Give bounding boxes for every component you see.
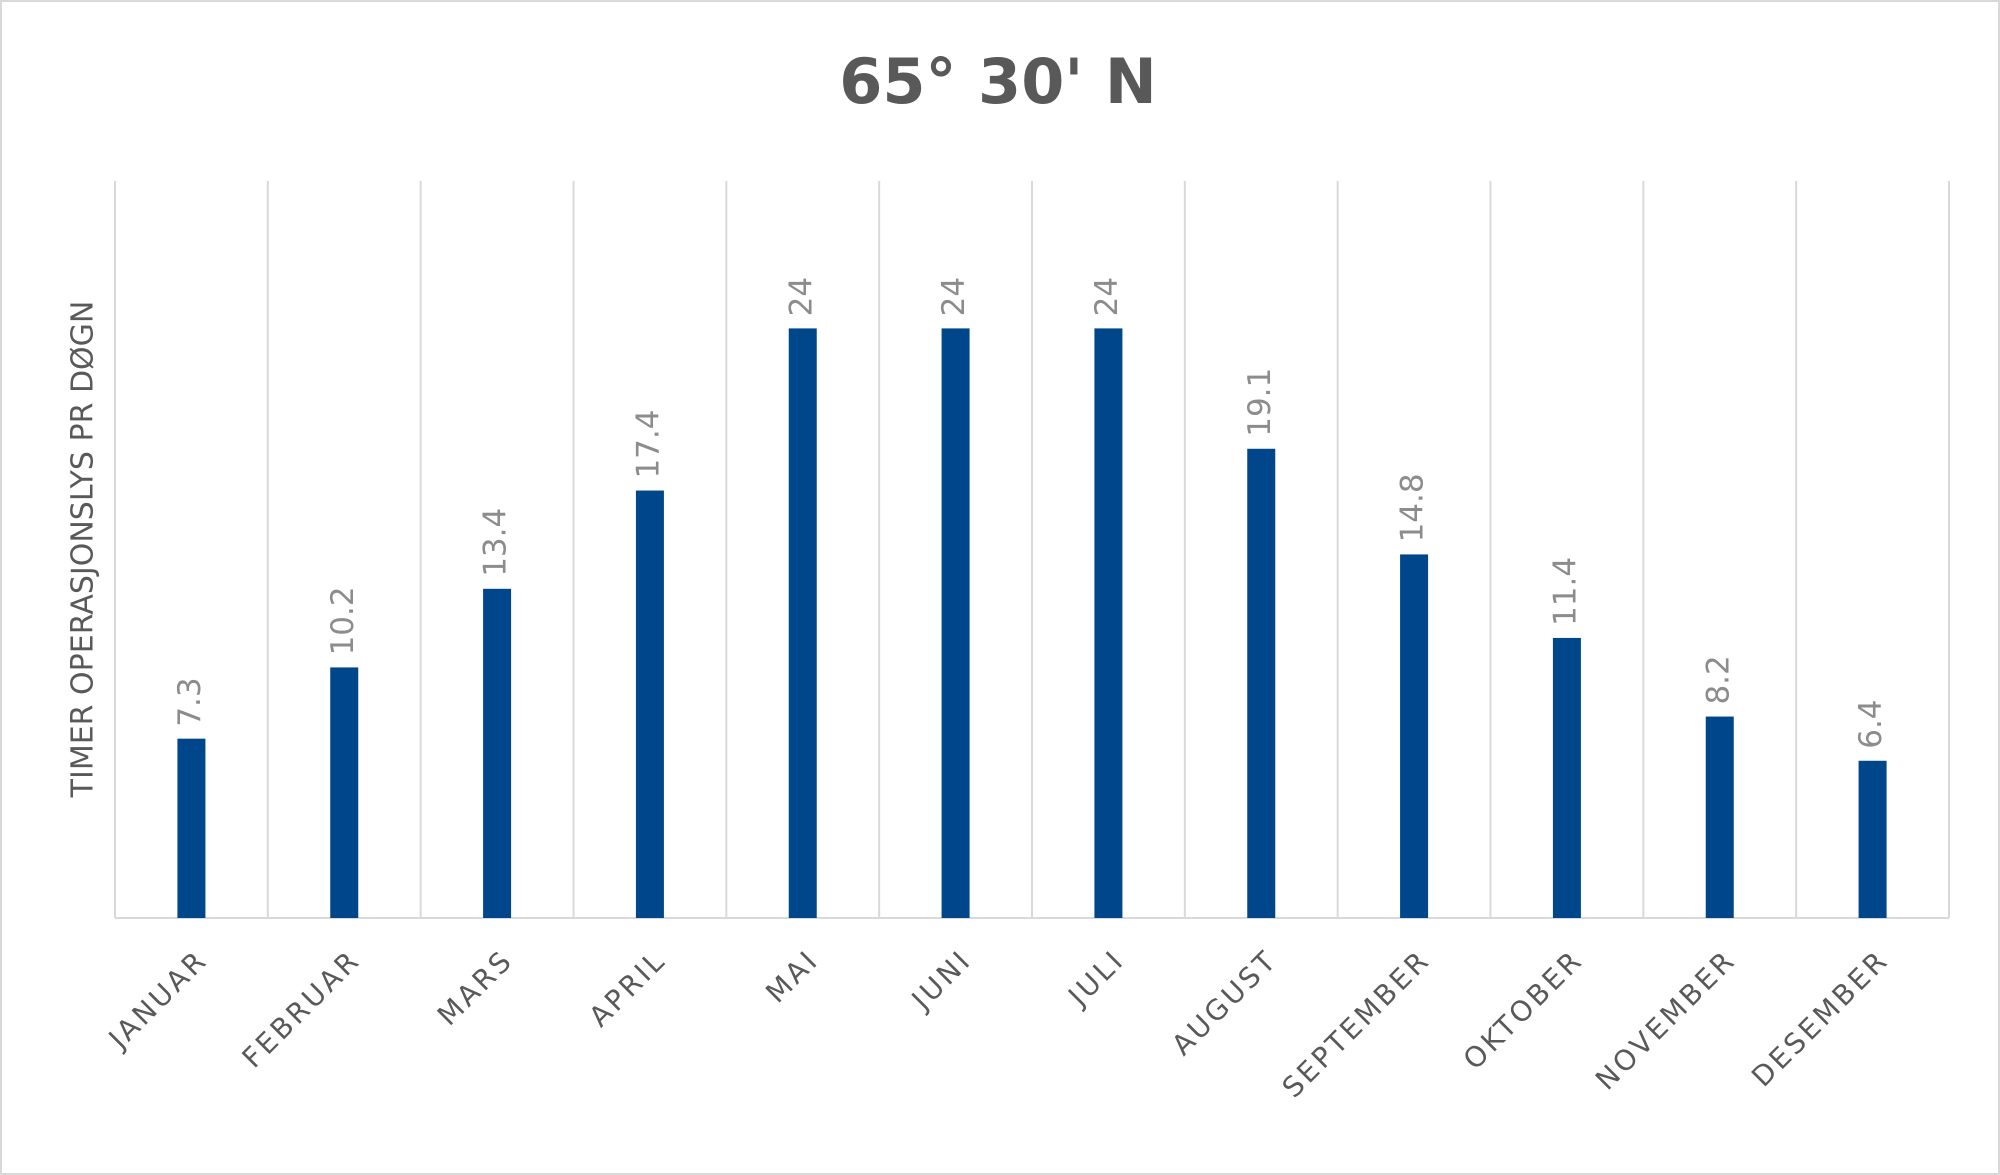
value-label: 24 [936,277,972,316]
bar [1552,637,1581,918]
bar [788,328,817,918]
chart-title: 65° 30' N [839,45,1157,118]
value-label: 8.2 [1700,655,1736,704]
bar [635,490,664,918]
y-axis-label: TIMER OPERASJONSLYS PR DØGN [66,301,101,799]
bar [1858,760,1887,918]
value-label: 24 [783,277,819,316]
bar [1247,448,1276,918]
value-label: 24 [1089,277,1125,316]
bar [1094,328,1123,918]
value-label: 13.4 [478,508,514,577]
value-label: 10.2 [325,586,361,655]
value-label: 17.4 [630,410,666,479]
bar [941,328,970,918]
bar [1400,554,1429,918]
bar [483,588,512,918]
bar [177,738,206,918]
bar [1705,716,1734,918]
value-label: 6.4 [1853,699,1889,748]
value-label: 7.3 [172,677,208,726]
value-label: 19.1 [1242,368,1278,437]
value-label: 14.8 [1395,473,1431,542]
value-label: 11.4 [1547,557,1583,626]
bar [330,667,359,918]
